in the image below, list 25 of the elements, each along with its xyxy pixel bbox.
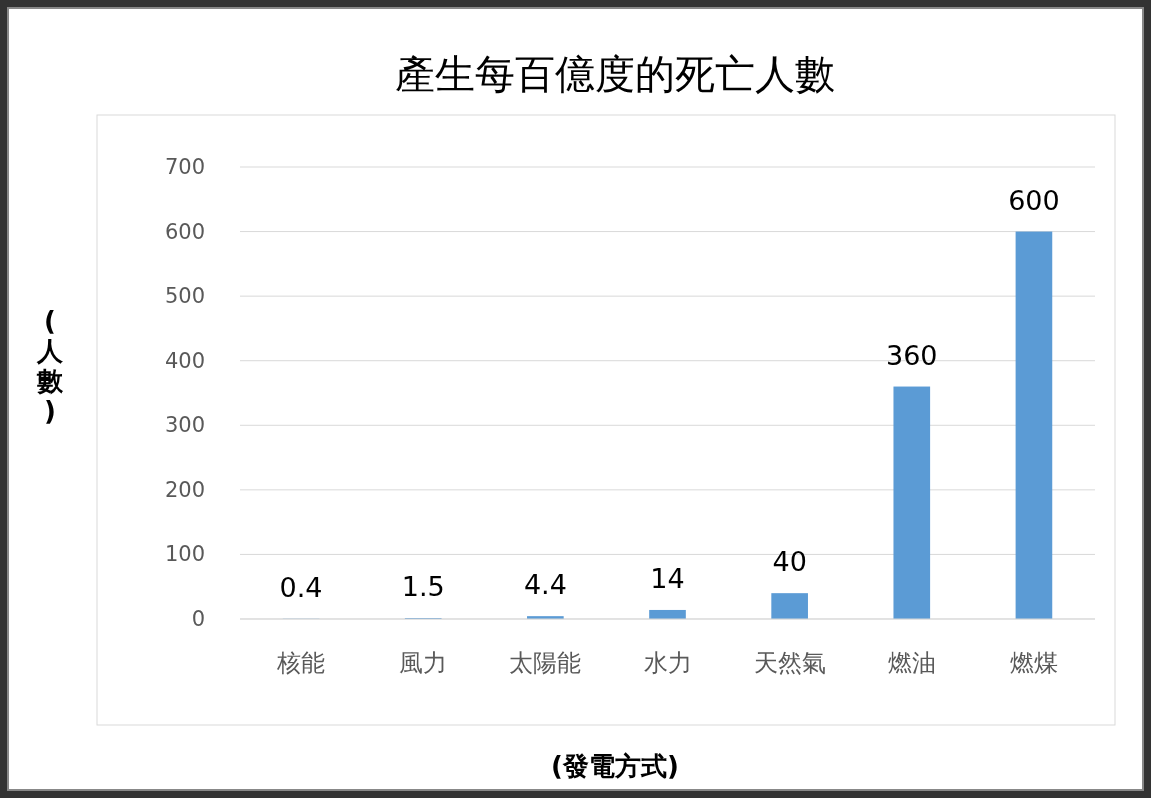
x-tick-label: 燃煤 <box>1009 649 1058 677</box>
data-label: 40 <box>772 546 807 578</box>
x-tick-label: 風力 <box>399 649 448 677</box>
x-tick-label: 水力 <box>643 649 692 677</box>
data-label: 14 <box>650 562 685 594</box>
y-tick-label: 300 <box>164 413 205 438</box>
y-axis-title: (人數) <box>36 306 64 426</box>
x-tick-label: 太陽能 <box>509 649 582 677</box>
y-tick-label: 700 <box>164 155 205 179</box>
x-tick-label: 燃油 <box>887 649 936 677</box>
data-label: 360 <box>886 339 938 371</box>
x-tick-label: 天然氣 <box>753 649 826 677</box>
x-axis-title: (發電方式) <box>551 751 679 781</box>
data-label: 600 <box>1008 184 1060 216</box>
y-tick-label: 500 <box>164 284 205 309</box>
x-tick-label: 核能 <box>276 649 326 677</box>
data-label: 0.4 <box>279 571 323 603</box>
y-tick-label: 100 <box>164 542 205 567</box>
y-tick-label: 600 <box>164 219 205 244</box>
y-tick-label: 400 <box>164 348 205 373</box>
data-label: 1.5 <box>401 571 445 603</box>
chart-title: 產生每百億度的死亡人數 <box>395 51 835 97</box>
y-tick-label: 0 <box>191 607 205 631</box>
data-label: 4.4 <box>523 569 567 601</box>
y-tick-label: 200 <box>164 477 205 502</box>
